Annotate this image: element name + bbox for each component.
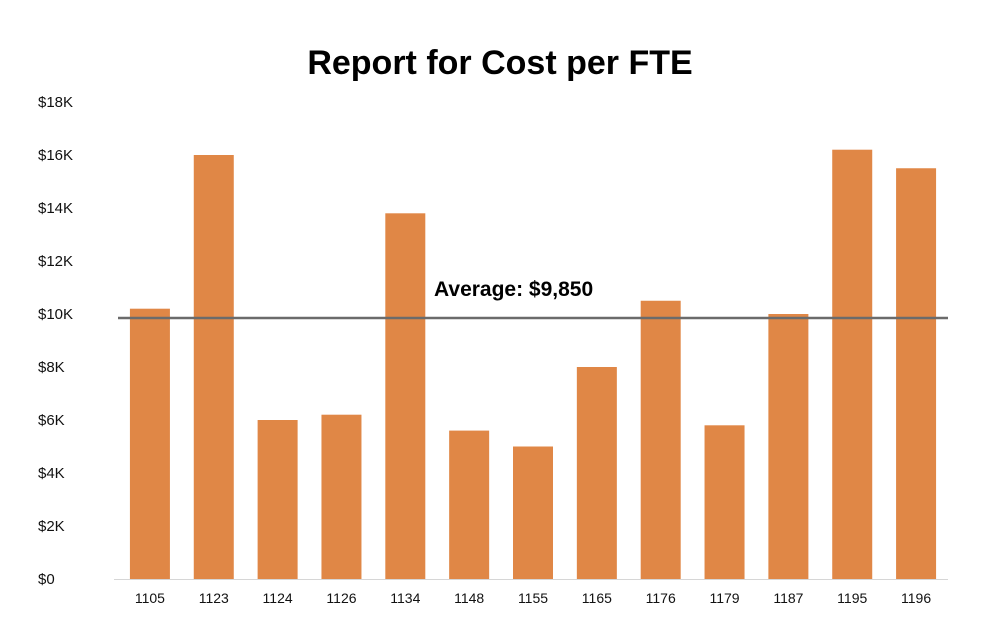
y-tick-label: $2K — [38, 518, 65, 535]
x-tick-label: 1123 — [199, 590, 229, 606]
bar-1187 — [768, 314, 809, 579]
bar-1123 — [193, 155, 234, 579]
x-tick-label: 1155 — [518, 590, 548, 606]
chart-title: Report for Cost per FTE — [307, 44, 692, 82]
x-tick-label: 1179 — [709, 590, 739, 606]
x-tick-label: 1148 — [454, 590, 484, 606]
y-tick-label: $14K — [38, 200, 73, 217]
x-tick-label: 1105 — [135, 590, 165, 606]
bar-1124 — [257, 420, 298, 579]
y-tick-label: $18K — [38, 94, 73, 111]
y-axis: $0 $2K $4K $6K $8K $10K $12K $14K $16K $18K — [38, 94, 73, 588]
bars-group — [129, 149, 937, 580]
bar-1179 — [704, 425, 745, 579]
y-tick-label: $16K — [38, 147, 73, 164]
x-tick-label: 1187 — [773, 590, 803, 606]
x-tick-label: 1134 — [390, 590, 420, 606]
average-label: Average: $9,850 — [434, 278, 593, 301]
y-tick-label: $6K — [38, 412, 65, 429]
bar-1176 — [640, 300, 681, 579]
bar-1165 — [576, 367, 617, 579]
bar-1134 — [385, 213, 426, 580]
bar-1105 — [129, 308, 170, 579]
bar-1195 — [832, 149, 873, 579]
y-tick-label: $0 — [38, 571, 55, 588]
average-line-group: Average: $9,850 — [118, 278, 948, 320]
y-tick-label: $12K — [38, 253, 73, 270]
x-tick-label: 1196 — [901, 590, 931, 606]
bar-1148 — [449, 430, 490, 579]
x-tick-label: 1176 — [646, 590, 676, 606]
x-tick-label: 1195 — [837, 590, 867, 606]
y-tick-label: $8K — [38, 359, 65, 376]
x-tick-label: 1165 — [582, 590, 612, 606]
x-tick-label: 1126 — [326, 590, 356, 606]
y-tick-label: $4K — [38, 465, 65, 482]
x-axis: 1105 1123 1124 1126 1134 1148 1155 1165 1176 1179… — [114, 579, 948, 606]
bar-1155 — [513, 446, 553, 579]
y-tick-label: $10K — [38, 306, 73, 323]
bar-1126 — [321, 414, 362, 579]
x-tick-label: 1124 — [263, 590, 293, 606]
bar-1196 — [896, 168, 937, 579]
